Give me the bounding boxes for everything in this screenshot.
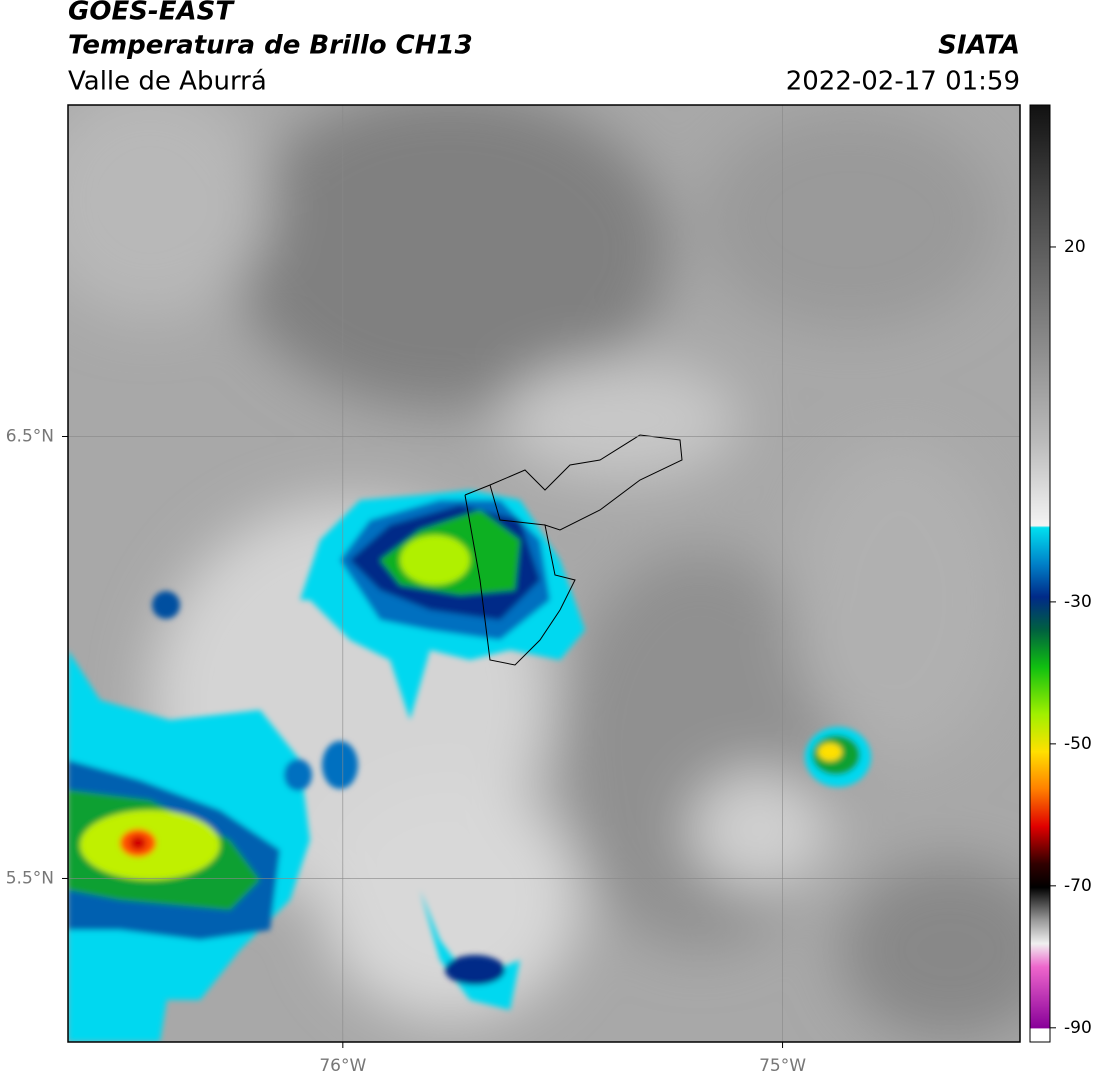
colorbar-tick-label: 20: [1064, 237, 1086, 257]
title: GOES-EAST: [68, 0, 235, 27]
x-tick-label: 76°W: [319, 1056, 366, 1076]
x-tick-label: 75°W: [759, 1056, 806, 1076]
colorbar: [1029, 104, 1051, 1043]
imagery: [68, 105, 1020, 1042]
subtitle: Temperatura de Brillo CH13: [68, 31, 473, 61]
y-tick-label: 6.5°N: [6, 426, 54, 446]
colorbar-tick-label: -30: [1064, 592, 1092, 612]
region: Valle de Aburrá: [68, 67, 267, 97]
grid: [68, 105, 1020, 1042]
colorbar-tick-label: -90: [1064, 1018, 1092, 1038]
colorbar-tick-label: -70: [1064, 876, 1092, 896]
source: SIATA: [938, 31, 1020, 61]
colorbar-tick-label: -50: [1064, 734, 1092, 754]
datetime: 2022-02-17 01:59: [786, 67, 1020, 97]
map-frame: [67, 104, 1021, 1043]
y-tick-label: 5.5°N: [6, 868, 54, 888]
